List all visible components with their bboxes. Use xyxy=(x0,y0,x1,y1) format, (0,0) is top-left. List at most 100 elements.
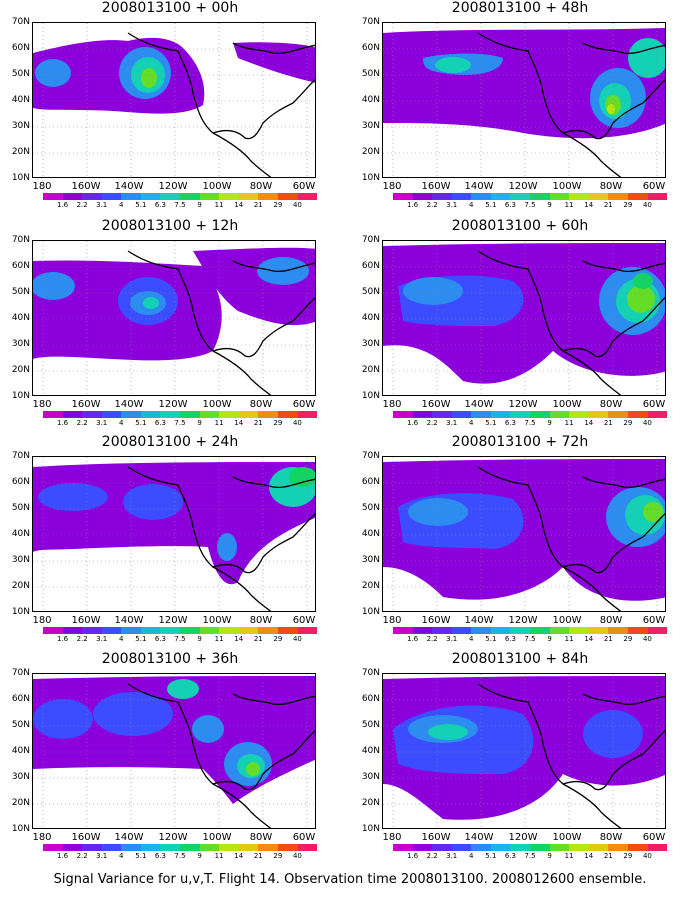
lat-tick-label: 70N xyxy=(11,451,30,461)
colorbar-label: 1.6 xyxy=(406,635,419,643)
colorbar-label: 11 xyxy=(564,852,574,860)
colorbar-swatch xyxy=(297,193,318,200)
lon-tick-label: 100W xyxy=(552,181,582,192)
colorbar-labels: 1.6 2.2 3.1 4 5.1 6.3 7.5 9 11 14 21 29 40 xyxy=(43,635,317,645)
colorbar-label: 6.3 xyxy=(154,852,166,860)
lat-tick-label: 50N xyxy=(361,720,380,730)
lon-tick-label: 160W xyxy=(71,832,101,843)
lon-tick-label: 180 xyxy=(32,615,52,626)
panel-title: 2008013100 + 60h xyxy=(451,218,589,234)
lat-tick-label: 30N xyxy=(361,121,380,131)
colorbar-label: 11 xyxy=(564,201,574,209)
lon-tick-label: 60W xyxy=(292,832,316,843)
colorbar-swatch xyxy=(608,627,628,634)
colorbar-swatch xyxy=(530,411,550,418)
colorbar-swatch xyxy=(490,627,511,634)
panel-title: 2008013100 + 12h xyxy=(101,218,239,234)
colorbar-swatch xyxy=(471,844,491,851)
lat-tick-label: 70N xyxy=(361,17,380,27)
colorbar xyxy=(393,193,668,200)
colorbar-swatch xyxy=(180,844,200,851)
lat-tick-label: 60N xyxy=(361,43,380,53)
colorbar-label: 4 xyxy=(469,201,474,209)
lon-tick-label: 180 xyxy=(382,399,402,410)
colorbar-swatch xyxy=(530,627,550,634)
colorbar-label: 4 xyxy=(119,201,124,209)
colorbar-swatch xyxy=(608,411,628,418)
colorbar-swatch xyxy=(160,844,181,851)
colorbar-swatch xyxy=(549,627,570,634)
lon-tick-label: 160W xyxy=(421,615,451,626)
colorbar-swatch xyxy=(647,627,668,634)
colorbar-swatch xyxy=(62,193,83,200)
colorbar-swatch xyxy=(238,844,259,851)
lat-tick-label: 40N xyxy=(361,95,380,105)
colorbar-swatch xyxy=(627,411,648,418)
lat-tick-label: 60N xyxy=(11,43,30,53)
colorbar-swatch xyxy=(471,193,491,200)
colorbar-label: 11 xyxy=(564,419,574,427)
lat-tick-label: 10N xyxy=(361,824,380,834)
variance-map xyxy=(32,22,316,178)
lon-tick-label: 60W xyxy=(642,615,666,626)
panel-title: 2008013100 + 24h xyxy=(101,434,239,450)
lon-tick-label: 80W xyxy=(249,615,273,626)
lat-tick-label: 70N xyxy=(11,668,30,678)
lon-tick-label: 60W xyxy=(642,399,666,410)
colorbar-swatch xyxy=(510,627,531,634)
lon-tick-label: 160W xyxy=(71,181,101,192)
colorbar-swatch xyxy=(297,844,318,851)
colorbar-label: 5.1 xyxy=(135,419,147,427)
colorbar-label: 6.3 xyxy=(504,852,516,860)
colorbar-label: 11 xyxy=(214,201,224,209)
colorbar-label: 9 xyxy=(197,852,202,860)
lon-tick-label: 140W xyxy=(114,399,144,410)
colorbar-label: 4 xyxy=(469,635,474,643)
lon-tick-label: 60W xyxy=(292,181,316,192)
lat-tick-label: 40N xyxy=(11,529,30,539)
colorbar-label: 7.5 xyxy=(174,635,186,643)
lon-tick-label: 140W xyxy=(114,832,144,843)
colorbar-label: 1.6 xyxy=(56,419,69,427)
colorbar-swatch xyxy=(627,627,648,634)
lon-tick-label: 140W xyxy=(464,181,494,192)
lon-tick-label: 160W xyxy=(421,181,451,192)
lat-tick-label: 30N xyxy=(361,339,380,349)
colorbar-label: 29 xyxy=(273,201,283,209)
lat-tick-label: 60N xyxy=(361,694,380,704)
colorbar-label: 11 xyxy=(214,852,224,860)
colorbar-label: 40 xyxy=(642,419,652,427)
colorbar-label: 3.1 xyxy=(96,852,108,860)
lon-tick-label: 80W xyxy=(249,399,273,410)
lon-tick-label: 160W xyxy=(71,615,101,626)
colorbar-swatch xyxy=(121,193,141,200)
map-panel: 2008013100 + 72h 70N 60N 50N 40N 30N 20N 10N 180… xyxy=(350,434,690,650)
lon-tick-label: 80W xyxy=(249,832,273,843)
colorbar-label: 14 xyxy=(584,419,594,427)
colorbar-swatch xyxy=(258,844,278,851)
colorbar-label: 29 xyxy=(273,635,283,643)
lon-tick-label: 100W xyxy=(202,181,232,192)
lon-tick-label: 60W xyxy=(642,181,666,192)
lat-tick-label: 20N xyxy=(361,147,380,157)
colorbar-label: 3.1 xyxy=(446,201,458,209)
lat-tick-label: 50N xyxy=(11,69,30,79)
lat-tick-label: 10N xyxy=(361,391,380,401)
lon-tick-label: 180 xyxy=(32,181,52,192)
colorbar-swatch xyxy=(490,411,511,418)
lon-tick-label: 180 xyxy=(32,832,52,843)
colorbar-label: 7.5 xyxy=(524,852,536,860)
colorbar-swatch xyxy=(160,411,181,418)
colorbar-swatch xyxy=(432,193,452,200)
colorbar-swatch xyxy=(569,193,589,200)
lon-tick-label: 120W xyxy=(158,181,188,192)
lon-tick-label: 180 xyxy=(382,181,402,192)
panel-title: 2008013100 + 72h xyxy=(451,434,589,450)
colorbar-label: 40 xyxy=(292,852,302,860)
colorbar-label: 14 xyxy=(584,852,594,860)
lon-tick-label: 120W xyxy=(508,181,538,192)
colorbar-label: 21 xyxy=(603,852,613,860)
lon-tick-label: 120W xyxy=(508,615,538,626)
colorbar xyxy=(393,844,668,851)
colorbar-swatch xyxy=(199,411,220,418)
